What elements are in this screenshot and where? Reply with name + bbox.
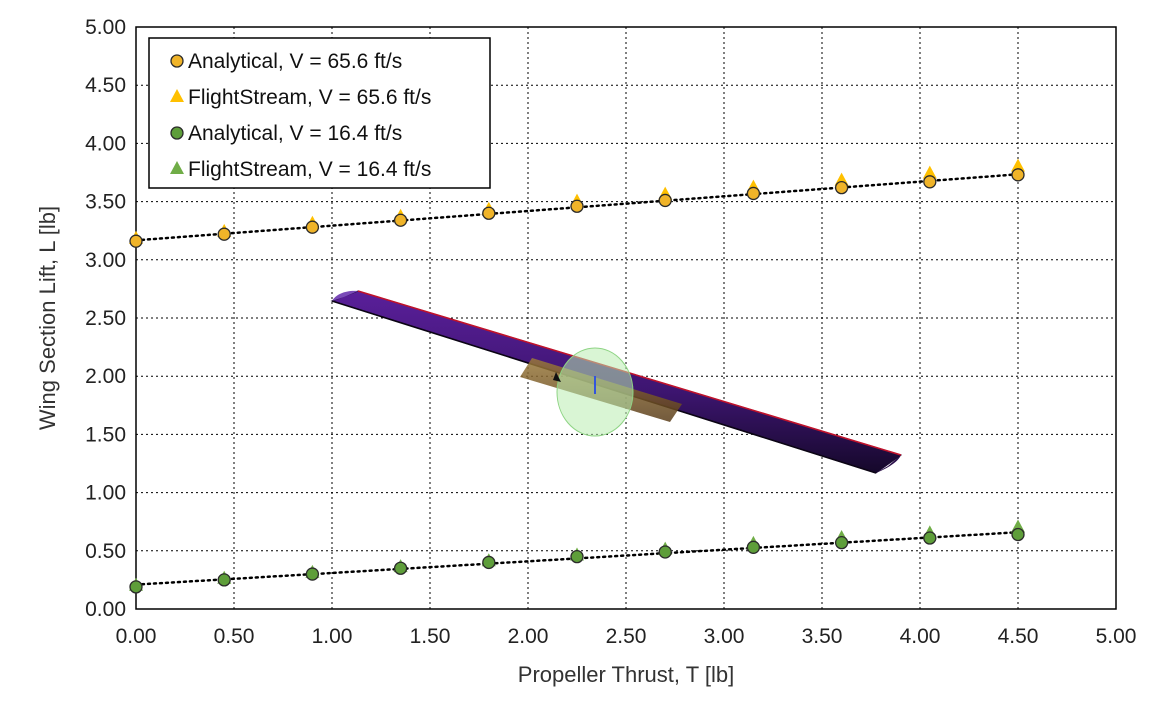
y-tick-label: 4.00 bbox=[85, 132, 126, 155]
x-tick-label: 4.50 bbox=[998, 625, 1039, 648]
data-point-circle bbox=[570, 199, 584, 213]
x-tick-label: 2.00 bbox=[508, 625, 549, 648]
data-point-triangle bbox=[922, 165, 937, 179]
data-point-circle bbox=[570, 549, 584, 564]
legend-label: Analytical, V = 65.6 ft/s bbox=[188, 50, 402, 73]
legend: Analytical, V = 65.6 ft/s FlightStream, V… bbox=[148, 37, 491, 189]
data-point-circle bbox=[393, 561, 408, 575]
data-point-circle bbox=[217, 227, 231, 241]
y-tick-label: 3.00 bbox=[85, 249, 126, 272]
legend-box bbox=[148, 37, 491, 189]
data-point-circle bbox=[217, 573, 231, 587]
legend-marker bbox=[170, 161, 184, 174]
plot-frame bbox=[135, 26, 1117, 610]
data-point-circle bbox=[1011, 168, 1025, 182]
data-point-circle bbox=[746, 540, 761, 554]
y-tick-label: 2.00 bbox=[85, 365, 126, 388]
data-point-circle bbox=[658, 545, 672, 559]
data-point-circle bbox=[129, 580, 143, 594]
series-2 bbox=[129, 527, 1025, 594]
data-point-circle bbox=[746, 186, 761, 201]
data-point-circle bbox=[482, 555, 496, 570]
data-point-triangle bbox=[1011, 158, 1025, 172]
x-tick-label: 3.50 bbox=[802, 625, 843, 648]
data-point-circle bbox=[482, 206, 496, 220]
data-point-circle bbox=[305, 567, 320, 581]
y-tick-label: 1.50 bbox=[85, 423, 126, 446]
y-tick-label: 2.50 bbox=[85, 307, 126, 330]
data-point-circle bbox=[129, 234, 143, 248]
y-tick-label: 4.50 bbox=[85, 74, 126, 97]
x-tick-label: 4.00 bbox=[900, 625, 941, 648]
data-point-circle bbox=[834, 180, 849, 195]
series-0 bbox=[129, 168, 1025, 248]
data-point-circle bbox=[834, 536, 849, 550]
x-tick-label: 3.00 bbox=[704, 625, 745, 648]
trend-line bbox=[134, 173, 1020, 242]
y-tick-label: 0.00 bbox=[85, 598, 126, 621]
y-tick-label: 0.50 bbox=[85, 540, 126, 563]
data-point-circle bbox=[1011, 527, 1025, 542]
y-tick-label: 5.00 bbox=[85, 16, 126, 39]
y-tick-label: 3.50 bbox=[85, 191, 126, 214]
y-tick-labels: 0.00 0.50 1.00 1.50 2.00 2.50 3.00 3.50 4.00 4.50… bbox=[85, 16, 126, 621]
x-tick-label: 0.00 bbox=[116, 625, 157, 648]
data-point-circle bbox=[923, 531, 937, 545]
data-point-circle bbox=[923, 175, 937, 189]
data-point-circle bbox=[658, 193, 672, 208]
x-tick-labels: 0.00 0.50 1.00 1.50 2.00 2.50 3.00 3.50 4.00 4.50… bbox=[116, 625, 1137, 648]
legend-marker bbox=[170, 126, 184, 140]
trend-lines bbox=[134, 173, 1020, 586]
data-point-circle bbox=[393, 213, 408, 227]
legend-marker bbox=[170, 54, 184, 68]
legend-label: Analytical, V = 16.4 ft/s bbox=[188, 122, 402, 145]
y-axis-label: Wing Section Lift, L [lb] bbox=[35, 206, 60, 430]
data-point-circle bbox=[305, 220, 320, 234]
x-tick-label: 2.50 bbox=[606, 625, 647, 648]
x-tick-label: 1.50 bbox=[410, 625, 451, 648]
legend-marker bbox=[170, 89, 184, 102]
y-tick-label: 1.00 bbox=[85, 482, 126, 505]
wing-section-inset-image bbox=[330, 290, 903, 474]
data-markers bbox=[129, 158, 1025, 594]
x-axis-label: Propeller Thrust, T [lb] bbox=[518, 662, 734, 687]
legend-label: FlightStream, V = 16.4 ft/s bbox=[188, 158, 431, 181]
legend-label: FlightStream, V = 65.6 ft/s bbox=[188, 86, 431, 109]
x-tick-label: 0.50 bbox=[214, 625, 255, 648]
x-tick-label: 5.00 bbox=[1096, 625, 1137, 648]
x-tick-label: 1.00 bbox=[312, 625, 353, 648]
